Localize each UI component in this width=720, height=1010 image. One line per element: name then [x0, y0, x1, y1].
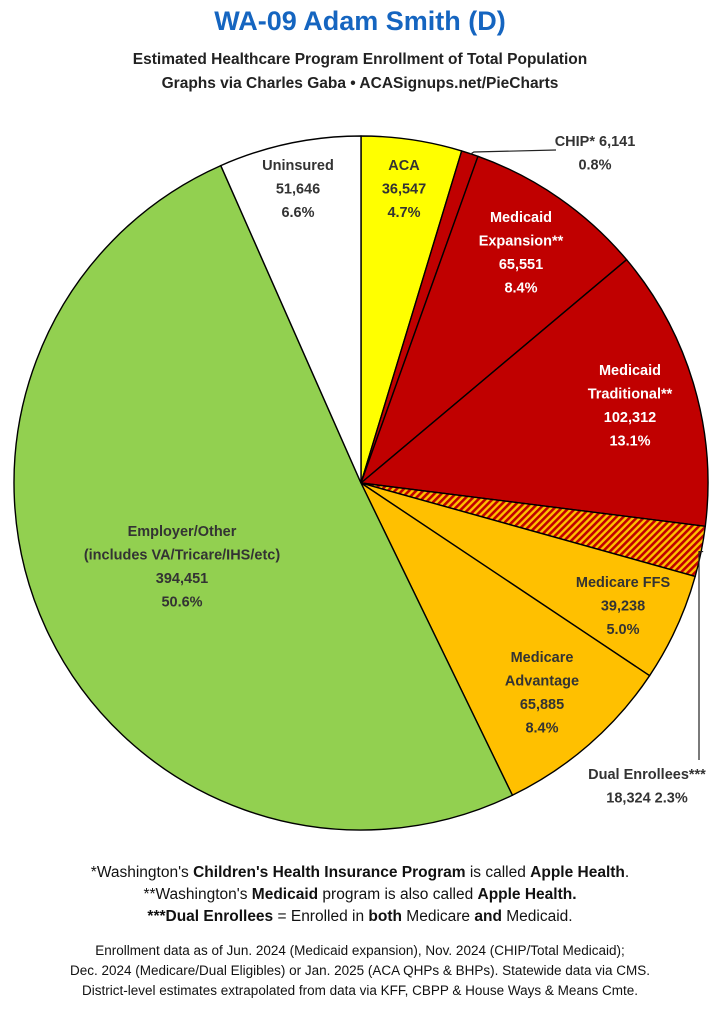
pie-slice-medicaid-expansion: [360, 155, 628, 484]
pie-slice-employer-other-includes-va-tricare-ihs-etc: [13, 164, 514, 831]
slice-label-uninsured: Uninsured 51,646 6.6%: [262, 158, 334, 221]
slice-label-medicare-advantage: Medicare Advantage 65,885 8.4%: [505, 650, 579, 737]
slice-label-medicaid-expansion: Medicaid Expansion** 65,551 8.4%: [479, 210, 564, 297]
pie-slice-uninsured: [220, 135, 362, 484]
footnote-medicaid: **Washington's Medicaid program is also …: [143, 886, 577, 903]
slice-label-medicaid-traditional: Medicaid Traditional** 102,312 13.1%: [588, 363, 673, 450]
slice-label-employer: Employer/Other (includes VA/Tricare/IHS/e…: [84, 524, 281, 611]
chart-title: WA-09 Adam Smith (D): [214, 6, 506, 36]
source-note-1: Enrollment data as of Jun. 2024 (Medicai…: [95, 943, 625, 958]
source-note-2: Dec. 2024 (Medicare/Dual Eligibles) or J…: [70, 963, 650, 978]
pie-slice-medicaid-traditional: [360, 259, 709, 527]
slice-label-dual: Dual Enrollees*** 18,324 2.3%: [588, 767, 706, 807]
footnote-dual: ***Dual Enrollees = Enrolled in both Med…: [147, 908, 573, 925]
chart-credit: Graphs via Charles Gaba • ACASignups.net…: [161, 75, 559, 92]
slice-label-aca: ACA 36,547 4.7%: [382, 158, 426, 221]
source-note-3: District-level estimates extrapolated fr…: [82, 983, 638, 998]
chip-leader-line: [469, 149, 557, 156]
slice-label-medicare-ffs: Medicare FFS 39,238 5.0%: [576, 575, 671, 638]
dual-enrollees-leader-line: [698, 550, 704, 760]
chart-subtitle: Estimated Healthcare Program Enrollment …: [132, 51, 588, 68]
pie-chart: ACA 36,547 4.7% CHIP* 6,141 0.8% Medicaid Expa…: [13, 134, 709, 831]
slice-label-chip: CHIP* 6,141 0.8%: [555, 134, 636, 174]
pie-slice-medicare-advantage: [360, 482, 651, 796]
footnote-chip: *Washington's Children's Health Insuranc…: [90, 864, 630, 881]
